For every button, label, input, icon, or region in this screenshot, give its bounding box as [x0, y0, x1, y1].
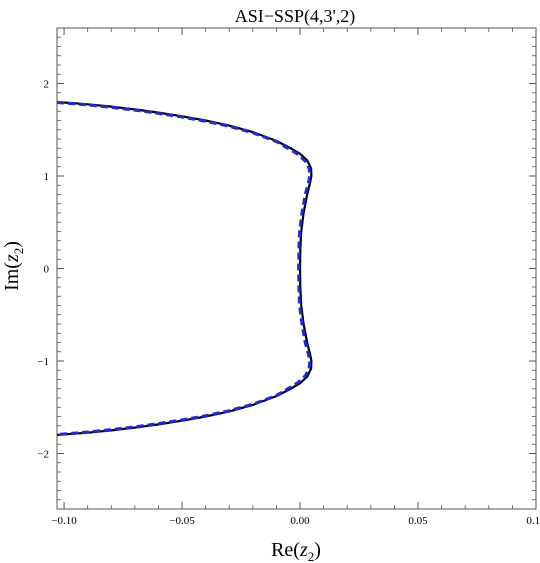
y-tick-label: 0 — [44, 264, 50, 276]
series-line-2-dashed — [57, 100, 312, 437]
x-axis-title: Re(z2) — [271, 539, 321, 563]
y-axis-title: Im(z2) — [1, 241, 26, 291]
y-tick-label: 1 — [44, 171, 50, 183]
x-tick-label: 0.10 — [526, 515, 540, 527]
y-tick-label: −1 — [37, 356, 49, 368]
x-tick-label: 0.00 — [290, 515, 310, 527]
x-tick-label: 0.05 — [408, 515, 428, 527]
y-tick-label: −2 — [37, 449, 49, 461]
ticks-layer: −0.10 −0.05 0.00 0.05 0.10 −2 −1 0 1 2 — [37, 28, 540, 527]
x-tick-label: −0.05 — [169, 515, 195, 527]
x-tick-label: −0.10 — [51, 515, 77, 527]
chart-title: ASI−SSP(4,3',2) — [235, 6, 355, 27]
series-layer — [57, 100, 313, 437]
y-tick-label: 2 — [44, 79, 50, 91]
